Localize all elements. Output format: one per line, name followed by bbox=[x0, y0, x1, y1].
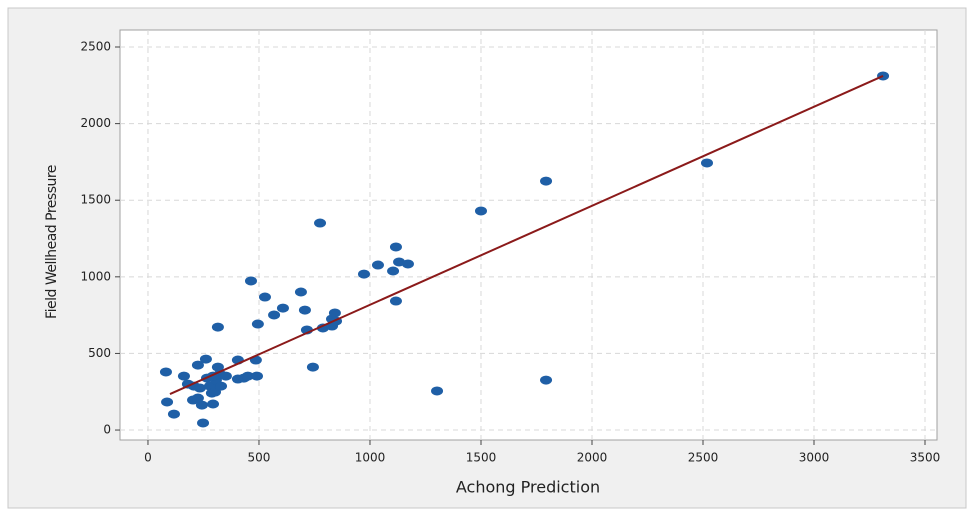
x-axis-label: Achong Prediction bbox=[456, 478, 600, 497]
x-tick-label: 3500 bbox=[910, 451, 941, 465]
point bbox=[328, 308, 341, 318]
point bbox=[159, 367, 172, 377]
point bbox=[389, 242, 402, 252]
point bbox=[371, 260, 384, 270]
x-tick-label: 2000 bbox=[577, 451, 608, 465]
y-tick-label: 1500 bbox=[80, 193, 111, 207]
point bbox=[474, 206, 487, 216]
point bbox=[193, 383, 206, 393]
point bbox=[389, 296, 402, 306]
point bbox=[215, 381, 228, 391]
y-axis-label: Field Wellhead Pressure bbox=[44, 165, 60, 319]
point bbox=[387, 266, 400, 276]
point bbox=[219, 371, 232, 381]
x-tick-label: 1000 bbox=[355, 451, 386, 465]
x-tick-label: 3000 bbox=[799, 451, 830, 465]
point bbox=[306, 362, 319, 372]
point bbox=[207, 399, 220, 409]
point bbox=[191, 393, 204, 403]
point bbox=[540, 375, 553, 385]
point bbox=[195, 400, 208, 410]
y-tick-label: 2500 bbox=[80, 40, 111, 54]
point bbox=[314, 218, 327, 228]
point bbox=[700, 158, 713, 168]
point bbox=[211, 322, 224, 332]
point bbox=[540, 176, 553, 186]
point bbox=[316, 323, 329, 333]
point bbox=[357, 269, 370, 279]
y-tick-label: 1000 bbox=[80, 269, 111, 283]
point bbox=[268, 310, 281, 320]
point bbox=[177, 371, 190, 381]
point bbox=[431, 386, 444, 396]
point bbox=[167, 409, 180, 419]
x-tick-label: 0 bbox=[144, 451, 152, 465]
point bbox=[211, 362, 224, 372]
point bbox=[191, 360, 204, 370]
point bbox=[199, 354, 212, 364]
y-tick-label: 2000 bbox=[80, 116, 111, 130]
point bbox=[258, 292, 271, 302]
y-tick-label: 500 bbox=[88, 346, 111, 360]
point bbox=[197, 418, 210, 428]
point bbox=[161, 397, 174, 407]
point bbox=[276, 303, 289, 313]
y-tick-label: 0 bbox=[103, 423, 111, 437]
point bbox=[241, 371, 254, 381]
point bbox=[294, 287, 307, 297]
x-tick-label: 1500 bbox=[466, 451, 497, 465]
point bbox=[401, 259, 414, 269]
x-tick-label: 2500 bbox=[688, 451, 719, 465]
fit-line bbox=[169, 75, 884, 395]
point bbox=[250, 371, 263, 381]
point bbox=[298, 305, 311, 315]
x-tick-label: 500 bbox=[248, 451, 271, 465]
point bbox=[251, 319, 264, 329]
point bbox=[244, 276, 257, 286]
